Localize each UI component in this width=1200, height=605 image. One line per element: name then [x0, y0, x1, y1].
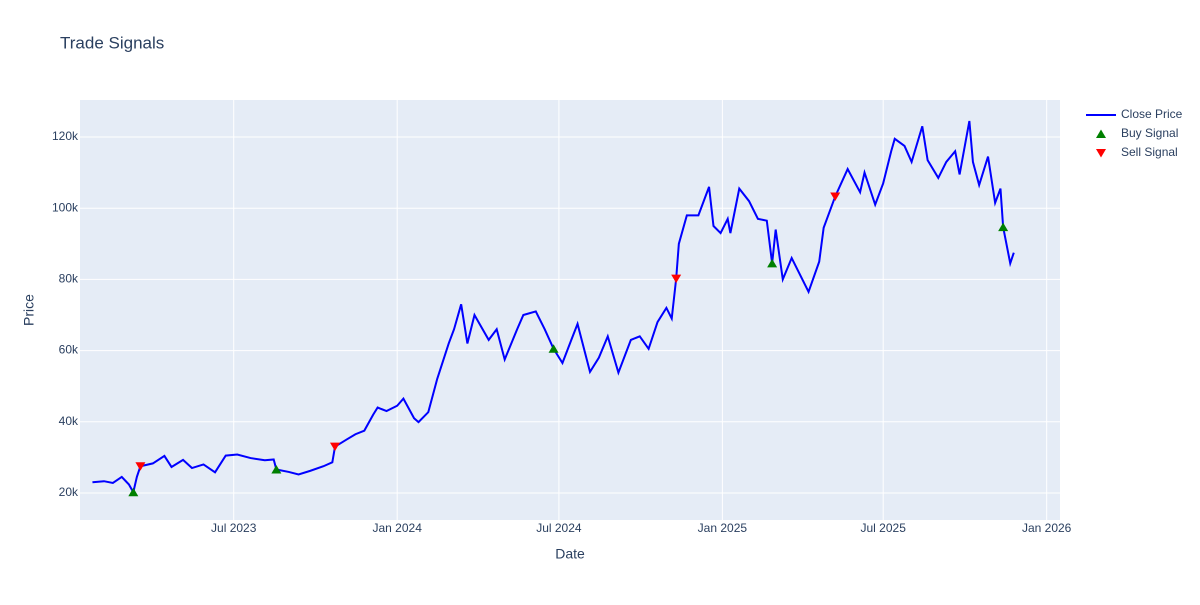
marks: [92, 120, 1015, 497]
legend-label: Sell Signal: [1121, 145, 1178, 159]
signal-marker: [329, 442, 340, 452]
legend-swatch: [1096, 149, 1106, 158]
x-tick-label: Jan 2024: [372, 521, 422, 535]
y-tick-label: 80k: [59, 272, 79, 286]
x-axis-title: Date: [555, 546, 585, 562]
price-line: [92, 120, 1015, 495]
signal-marker: [271, 464, 282, 474]
y-tick-label: 120k: [52, 129, 79, 143]
x-tick-label: Jan 2025: [698, 521, 748, 535]
x-tick-label: Jul 2025: [861, 521, 907, 535]
signal-marker: [135, 462, 146, 471]
y-tick-label: 100k: [52, 200, 79, 214]
y-axis-title: Price: [21, 294, 37, 326]
legend-label: Buy Signal: [1121, 126, 1178, 140]
chart-title: Trade Signals: [60, 33, 164, 52]
y-tick-label: 40k: [59, 414, 79, 428]
signal-marker: [671, 274, 682, 284]
plot-area: [80, 100, 1060, 520]
x-tick-label: Jul 2024: [536, 521, 582, 535]
legend-swatch: [1096, 129, 1106, 138]
legend-label: Close Price: [1121, 107, 1183, 121]
signal-marker: [998, 222, 1009, 232]
y-tick-label: 60k: [59, 343, 79, 357]
signal-marker: [548, 344, 559, 353]
signal-marker: [128, 487, 139, 497]
grid: [80, 100, 1060, 520]
x-tick-label: Jul 2023: [211, 521, 257, 535]
signal-marker: [830, 192, 841, 201]
signal-marker: [767, 258, 778, 268]
x-tick-label: Jan 2026: [1022, 521, 1072, 535]
y-tick-label: 20k: [59, 485, 79, 499]
